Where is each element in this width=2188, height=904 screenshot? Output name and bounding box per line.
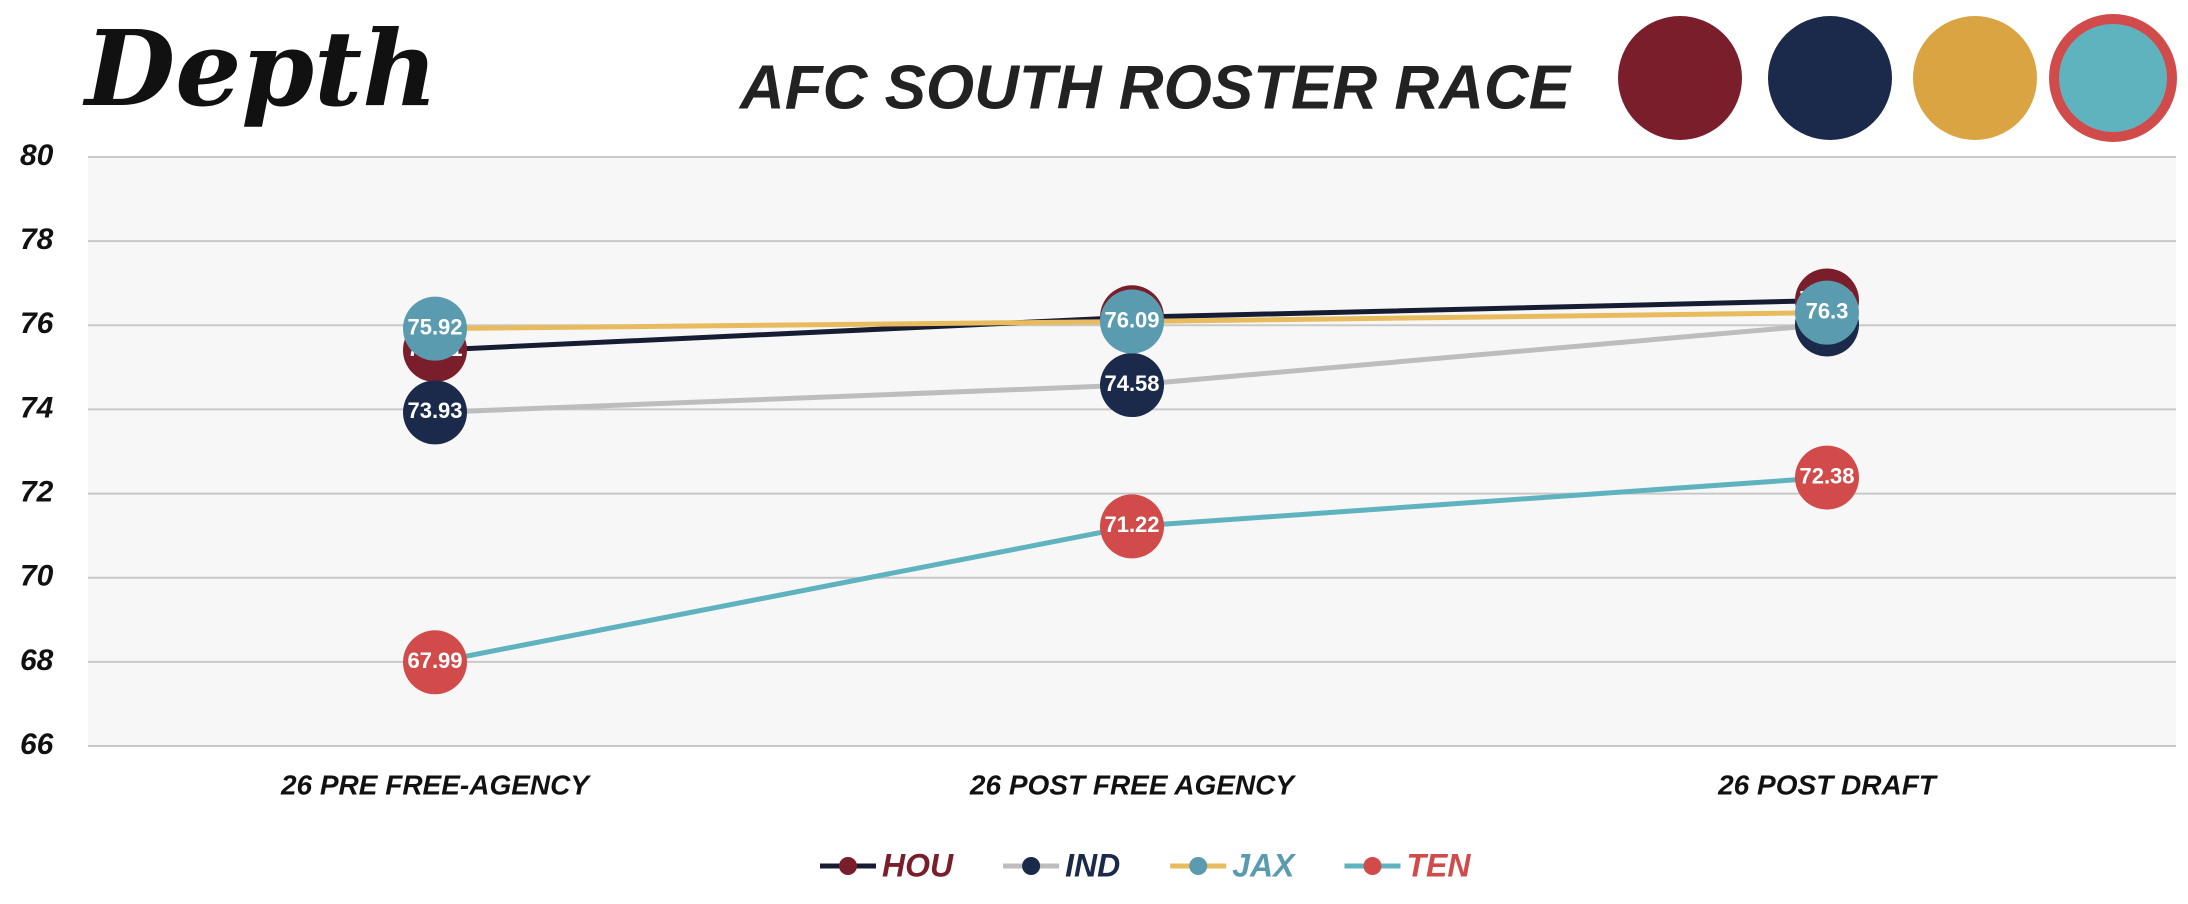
legend-label: IND	[1065, 847, 1120, 883]
data-point	[1100, 353, 1164, 418]
y-tick-label: 68	[20, 644, 54, 677]
y-tick-label: 72	[20, 475, 54, 508]
y-tick-label: 70	[20, 560, 54, 593]
logo-ind	[1768, 16, 1892, 140]
team-logos	[1618, 14, 2177, 142]
value-label: 76.3	[1806, 298, 1849, 323]
data-point	[1795, 280, 1859, 345]
value-label: 74.58	[1104, 371, 1159, 396]
legend-item: JAX	[1170, 847, 1296, 883]
legend-label: HOU	[882, 847, 954, 883]
legend-label: TEN	[1406, 847, 1471, 883]
logo-ten-inner	[2059, 24, 2167, 132]
legend-marker	[1022, 857, 1041, 875]
y-tick-label: 76	[20, 307, 54, 340]
plot-area	[88, 157, 2176, 746]
chart-title: AFC SOUTH ROSTER RACE	[738, 53, 1572, 122]
data-point	[403, 296, 467, 361]
value-label: 71.22	[1104, 512, 1159, 537]
value-label: 76.09	[1104, 307, 1159, 332]
logo-jax	[1913, 16, 2037, 140]
logo-text: Depth	[82, 7, 438, 130]
data-point	[403, 380, 467, 445]
legend-item: TEN	[1344, 847, 1471, 883]
legend-marker	[1189, 857, 1208, 875]
legend-label: JAX	[1232, 847, 1296, 883]
x-tick-label: 26 PRE FREE-AGENCY	[280, 769, 591, 800]
logo-hou	[1618, 16, 1742, 140]
value-label: 73.93	[407, 398, 462, 423]
data-point	[1100, 494, 1164, 559]
value-label: 75.92	[407, 314, 462, 339]
legend-item: IND	[1003, 847, 1120, 883]
y-tick-label: 66	[20, 728, 54, 761]
y-tick-label: 80	[20, 139, 54, 172]
data-point	[1795, 445, 1859, 510]
y-tick-label: 74	[20, 391, 54, 424]
value-label: 72.38	[1799, 463, 1854, 488]
x-tick-label: 26 POST FREE AGENCY	[969, 769, 1296, 800]
data-point	[403, 630, 467, 695]
legend-marker	[839, 857, 857, 875]
value-label: 67.99	[407, 648, 462, 673]
legend-marker	[1363, 857, 1382, 875]
x-tick-label: 26 POST DRAFT	[1717, 769, 1939, 800]
data-point	[1100, 289, 1164, 354]
y-tick-label: 78	[20, 223, 54, 256]
legend-item: HOU	[820, 847, 954, 883]
